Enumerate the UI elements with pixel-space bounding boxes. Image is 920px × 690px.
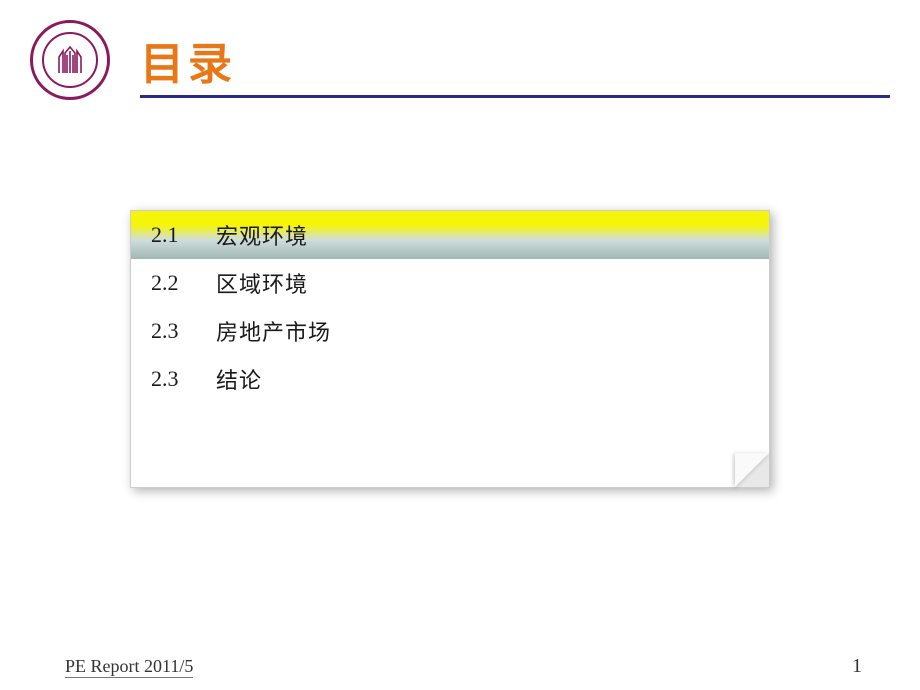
page-title: 目录 (140, 28, 236, 92)
toc-num: 2.2 (151, 270, 216, 296)
slide-footer: PE Report 2011/5 1 (0, 655, 920, 678)
slide-header: 目录 (0, 20, 920, 100)
toc-item-highlighted: 2.1 宏观环境 (131, 211, 769, 259)
toc-num: 2.1 (151, 222, 216, 248)
toc-label: 区域环境 (216, 267, 308, 299)
toc-num: 2.3 (151, 366, 216, 392)
footer-report-label: PE Report 2011/5 (65, 656, 193, 678)
buildings-icon (53, 43, 87, 77)
toc-item: 2.3 房地产市场 (131, 307, 769, 355)
toc-panel: 2.1 宏观环境 2.2 区域环境 2.3 房地产市场 2.3 结论 (130, 210, 770, 488)
header-divider (140, 95, 890, 98)
page-curl-icon (735, 453, 769, 487)
footer-page-number: 1 (852, 655, 862, 678)
toc-label: 结论 (216, 363, 262, 395)
toc-label: 宏观环境 (216, 219, 308, 251)
logo-inner-ring (42, 32, 98, 88)
logo-seal (30, 20, 110, 100)
toc-item: 2.3 结论 (131, 355, 769, 403)
toc-label: 房地产市场 (216, 315, 331, 347)
toc-item: 2.2 区域环境 (131, 259, 769, 307)
toc-num: 2.3 (151, 318, 216, 344)
